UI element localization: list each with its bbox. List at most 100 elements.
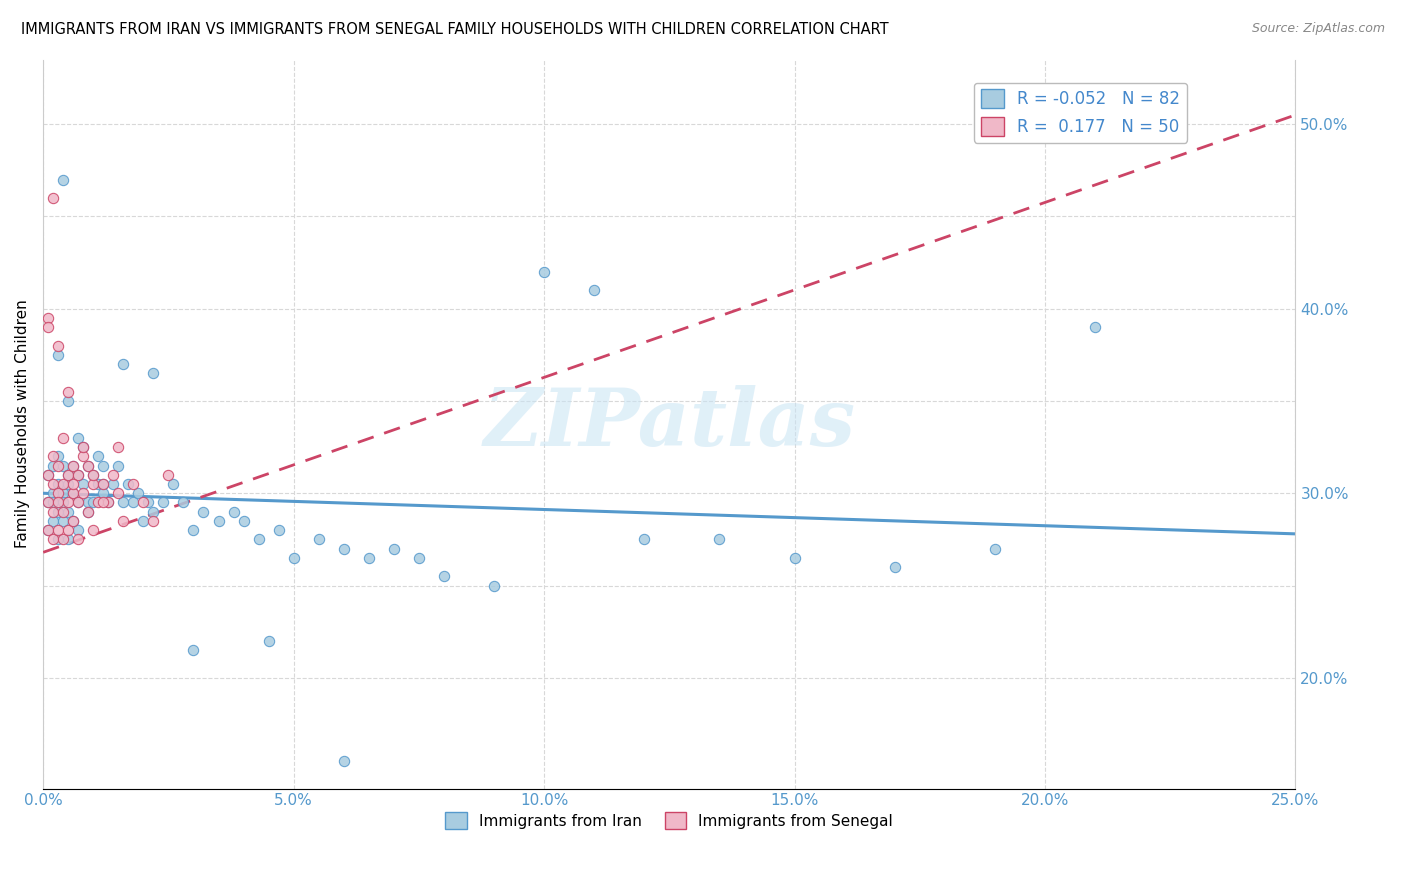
Point: [67, 495, 90, 509]
Point: [52, 172, 75, 186]
Point: [91, 477, 114, 491]
Point: [62, 486, 84, 500]
Point: [58, 394, 80, 409]
Point: [67, 467, 90, 482]
Point: [42, 450, 65, 464]
Point: [247, 533, 270, 547]
Point: [67, 467, 90, 482]
Point: [58, 495, 80, 509]
Point: [127, 486, 149, 500]
Point: [42, 533, 65, 547]
Point: [67, 431, 90, 445]
Point: [62, 486, 84, 500]
Point: [46, 450, 69, 464]
Point: [62, 477, 84, 491]
Point: [82, 523, 104, 537]
Point: [91, 458, 114, 473]
Point: [52, 458, 75, 473]
Point: [103, 467, 125, 482]
Point: [122, 477, 145, 491]
Point: [58, 384, 80, 399]
Point: [42, 477, 65, 491]
Point: [58, 467, 80, 482]
Point: [42, 486, 65, 500]
Point: [62, 458, 84, 473]
Point: [482, 578, 505, 592]
Point: [308, 533, 330, 547]
Point: [52, 431, 75, 445]
Point: [257, 633, 280, 648]
Point: [67, 533, 90, 547]
Point: [533, 265, 555, 279]
Point: [67, 523, 90, 537]
Point: [52, 533, 75, 547]
Point: [103, 477, 125, 491]
Point: [112, 357, 135, 371]
Point: [357, 550, 380, 565]
Point: [142, 505, 165, 519]
Point: [58, 523, 80, 537]
Text: IMMIGRANTS FROM IRAN VS IMMIGRANTS FROM SENEGAL FAMILY HOUSEHOLDS WITH CHILDREN : IMMIGRANTS FROM IRAN VS IMMIGRANTS FROM …: [21, 22, 889, 37]
Point: [162, 477, 184, 491]
Text: Source: ZipAtlas.com: Source: ZipAtlas.com: [1251, 22, 1385, 36]
Point: [58, 477, 80, 491]
Point: [112, 514, 135, 528]
Point: [97, 495, 120, 509]
Point: [408, 550, 430, 565]
Point: [122, 495, 145, 509]
Point: [883, 560, 905, 574]
Point: [42, 514, 65, 528]
Point: [62, 514, 84, 528]
Point: [82, 467, 104, 482]
Point: [138, 495, 160, 509]
Point: [112, 495, 135, 509]
Point: [709, 533, 731, 547]
Point: [46, 486, 69, 500]
Point: [67, 495, 90, 509]
Point: [82, 477, 104, 491]
Point: [91, 477, 114, 491]
Point: [77, 458, 100, 473]
Point: [232, 514, 254, 528]
Point: [193, 505, 215, 519]
Point: [583, 283, 606, 297]
Point: [42, 495, 65, 509]
Point: [37, 523, 59, 537]
Point: [52, 505, 75, 519]
Point: [72, 440, 94, 454]
Point: [46, 505, 69, 519]
Point: [267, 523, 290, 537]
Point: [142, 367, 165, 381]
Point: [117, 477, 139, 491]
Point: [58, 467, 80, 482]
Point: [37, 467, 59, 482]
Point: [222, 505, 245, 519]
Point: [132, 514, 155, 528]
Point: [107, 458, 129, 473]
Point: [633, 533, 655, 547]
Point: [91, 486, 114, 500]
Point: [207, 514, 229, 528]
Point: [984, 541, 1007, 556]
Point: [283, 550, 305, 565]
Point: [58, 533, 80, 547]
Point: [91, 495, 114, 509]
Point: [72, 477, 94, 491]
Point: [82, 495, 104, 509]
Point: [433, 569, 456, 583]
Point: [77, 505, 100, 519]
Point: [42, 458, 65, 473]
Point: [46, 533, 69, 547]
Point: [42, 505, 65, 519]
Point: [107, 440, 129, 454]
Point: [62, 458, 84, 473]
Text: ZIPatlas: ZIPatlas: [484, 385, 855, 463]
Point: [783, 550, 806, 565]
Point: [37, 523, 59, 537]
Point: [142, 514, 165, 528]
Point: [37, 320, 59, 334]
Point: [72, 486, 94, 500]
Point: [77, 505, 100, 519]
Point: [1084, 320, 1107, 334]
Point: [87, 450, 110, 464]
